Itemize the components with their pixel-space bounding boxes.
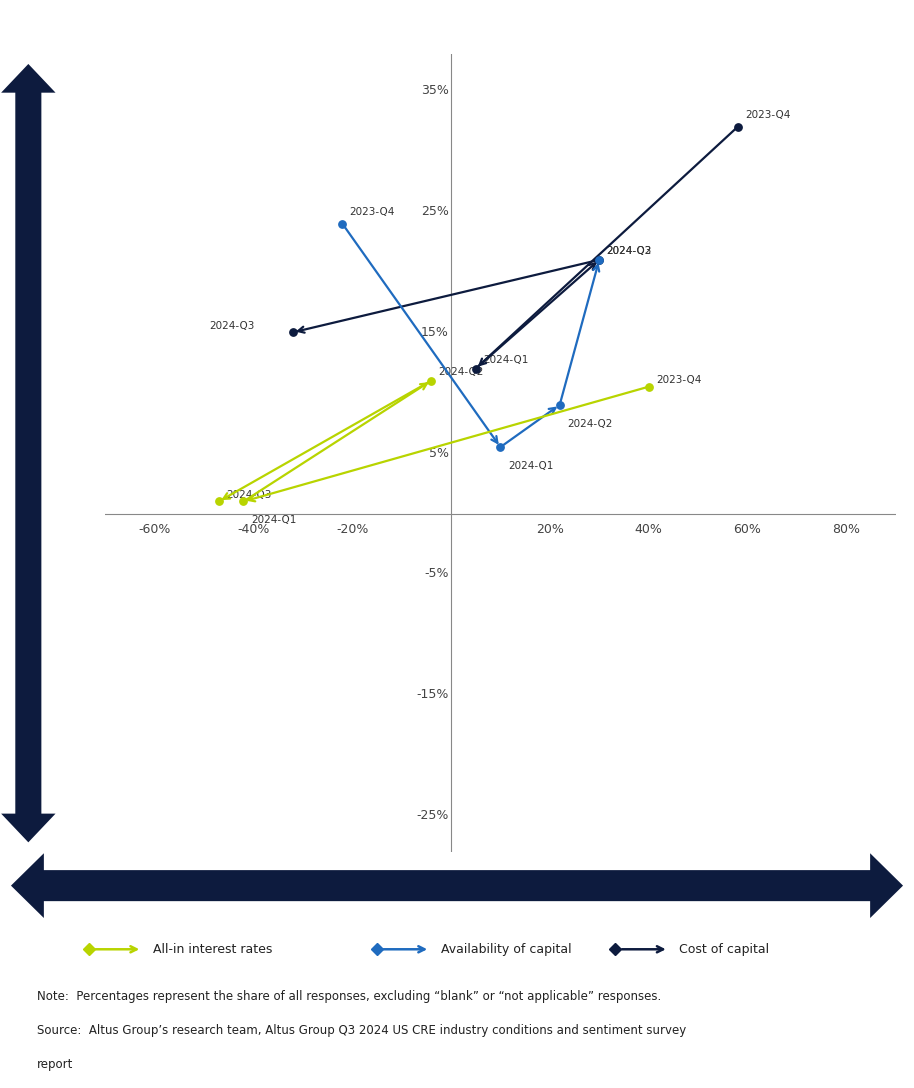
Text: 25%: 25% [420, 205, 449, 218]
Text: -5%: -5% [424, 568, 449, 581]
Text: 2024-Q1: 2024-Q1 [508, 461, 553, 471]
Text: -15%: -15% [416, 689, 449, 702]
Text: 60%: 60% [734, 523, 761, 536]
Text: 2024-Q1: 2024-Q1 [250, 516, 296, 526]
Text: Net Directional Change: Net Directional Change [348, 877, 566, 894]
Point [730, 119, 745, 136]
Point [285, 323, 300, 341]
Text: High>>: High>> [22, 163, 35, 217]
Text: <<Low: <<Low [22, 692, 35, 741]
Text: Increase>>: Increase>> [732, 879, 822, 892]
Text: -40%: -40% [237, 523, 270, 536]
Text: 2024-Q2: 2024-Q2 [567, 419, 612, 429]
Text: -25%: -25% [416, 809, 449, 823]
Text: 2024-Q1: 2024-Q1 [484, 355, 528, 364]
Text: <<Decrease: <<Decrease [89, 879, 186, 892]
Point [592, 251, 607, 269]
Text: All-in interest rates: All-in interest rates [153, 943, 272, 955]
Text: -60%: -60% [138, 523, 171, 536]
Point [468, 360, 483, 378]
Point [424, 372, 439, 390]
Text: 80%: 80% [833, 523, 860, 536]
Text: -20%: -20% [336, 523, 368, 536]
Point [592, 251, 607, 269]
Point [335, 214, 349, 232]
Point [642, 378, 656, 395]
Point [236, 493, 250, 510]
Text: 15%: 15% [420, 325, 449, 338]
Text: report: report [37, 1058, 73, 1071]
Text: Note:  Percentages represent the share of all responses, excluding “blank” or “n: Note: Percentages represent the share of… [37, 990, 661, 1002]
Text: 2024-Q2: 2024-Q2 [607, 246, 652, 256]
Text: Net Conviction: Net Conviction [21, 391, 36, 516]
Text: 2024-Q3: 2024-Q3 [226, 490, 271, 499]
Text: 2024-Q3: 2024-Q3 [607, 246, 652, 256]
Text: 2024-Q3: 2024-Q3 [209, 321, 254, 331]
Text: 2023-Q4: 2023-Q4 [656, 375, 701, 385]
Text: 2024-Q2: 2024-Q2 [439, 367, 484, 376]
Text: Source:  Altus Group’s research team, Altus Group Q3 2024 US CRE industry condit: Source: Altus Group’s research team, Alt… [37, 1024, 686, 1037]
Point [211, 493, 226, 510]
Text: Availability of capital: Availability of capital [441, 943, 571, 955]
Polygon shape [1, 64, 56, 842]
Point [494, 438, 508, 456]
Text: 5%: 5% [429, 447, 449, 459]
Text: 20%: 20% [536, 523, 564, 536]
Text: 2023-Q4: 2023-Q4 [745, 111, 791, 121]
Text: Cost of capital: Cost of capital [679, 943, 770, 955]
Polygon shape [11, 853, 903, 918]
Text: 40%: 40% [634, 523, 663, 536]
Text: 35%: 35% [420, 84, 449, 97]
Point [552, 396, 567, 413]
Text: 2023-Q4: 2023-Q4 [350, 207, 395, 218]
